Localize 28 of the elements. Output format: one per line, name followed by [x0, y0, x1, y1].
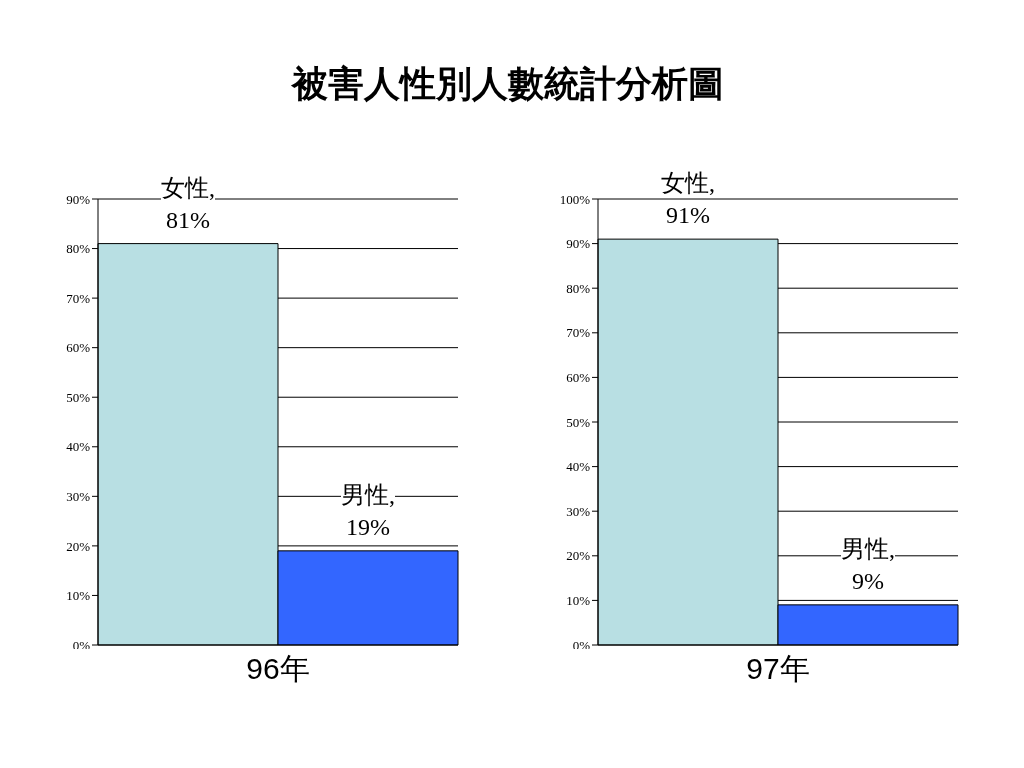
- y-tick-label: 20%: [66, 538, 91, 554]
- y-tick-label: 0%: [572, 637, 591, 653]
- y-tick-label: 50%: [66, 389, 91, 405]
- chart-title: 被害人性別人數統計分析圖: [290, 63, 725, 106]
- x-axis-title: 97年: [746, 652, 810, 685]
- y-tick-label: 10%: [566, 593, 591, 609]
- data-label: 男性, 9%: [841, 535, 895, 594]
- y-tick-label: 90%: [66, 191, 91, 207]
- x-axis-title: 96年: [246, 652, 310, 685]
- y-tick-label: 40%: [66, 439, 91, 455]
- y-tick-label: 40%: [566, 459, 591, 475]
- data-label: 男性, 19%: [341, 481, 395, 540]
- y-tick-label: 0%: [72, 637, 91, 653]
- y-tick-label: 10%: [66, 588, 91, 604]
- y-tick-label: 60%: [566, 370, 591, 386]
- y-tick-label: 80%: [566, 280, 591, 296]
- data-label: 女性, 91%: [661, 170, 715, 229]
- y-tick-label: 30%: [566, 503, 591, 519]
- y-tick-label: 100%: [559, 191, 591, 207]
- y-tick-label: 60%: [66, 340, 91, 356]
- y-tick-label: 80%: [66, 241, 91, 257]
- data-label: 女性, 81%: [161, 174, 215, 233]
- y-tick-label: 90%: [566, 236, 591, 252]
- y-tick-label: 70%: [566, 325, 591, 341]
- y-tick-label: 70%: [66, 290, 91, 306]
- y-tick-label: 50%: [566, 414, 591, 430]
- y-tick-label: 30%: [66, 488, 91, 504]
- y-tick-label: 20%: [566, 548, 591, 564]
